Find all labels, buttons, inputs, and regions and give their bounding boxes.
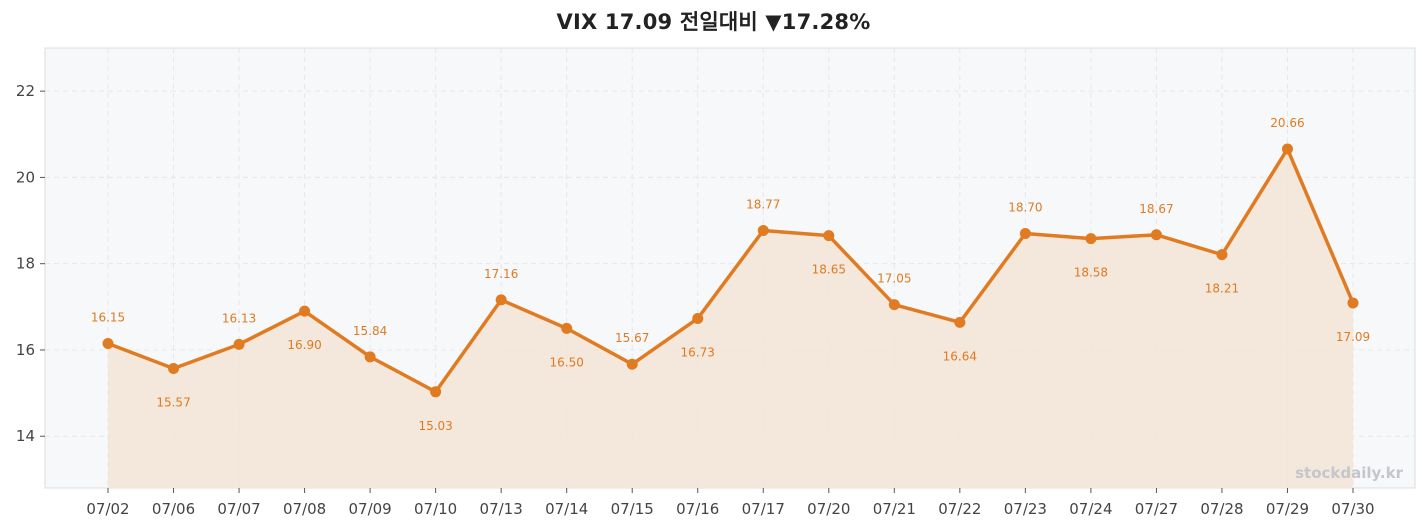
series-line (107, 147, 1355, 394)
x-tick-label-07-21: 07/21 (873, 500, 916, 518)
data-label-07-21: 17.05 (877, 272, 911, 286)
data-label-07-24: 18.58 (1074, 266, 1108, 280)
watermark-text: stockdaily.kr (1295, 464, 1403, 482)
data-label-07-20: 18.65 (812, 263, 846, 277)
x-tick-label-07-10: 07/10 (414, 500, 457, 518)
data-label-07-29: 20.66 (1270, 116, 1304, 130)
data-label-07-14: 16.50 (550, 355, 584, 369)
data-point-07-21 (888, 299, 900, 311)
data-point-07-15 (626, 358, 638, 370)
data-point-07-23 (1019, 227, 1031, 239)
x-tick-label-07-06: 07/06 (152, 500, 195, 518)
data-point-07-27 (1150, 229, 1162, 241)
data-points (102, 143, 1359, 398)
data-label-07-15: 15.67 (615, 331, 649, 345)
x-axis-ticks: 07/02 07/06 07/07 07/08 07/09 07/10 07/13 07/14… (86, 488, 1375, 518)
chart-title: VIX 17.09 전일대비 ▼17.28% (556, 10, 871, 34)
data-point-07-10 (430, 386, 442, 398)
data-label-07-22: 16.64 (943, 349, 977, 363)
data-label-07-06: 15.57 (156, 396, 190, 410)
data-point-07-20 (823, 230, 835, 242)
data-label-07-08: 16.90 (287, 338, 321, 352)
data-label-07-30: 17.09 (1336, 330, 1370, 344)
data-label-07-10: 15.03 (418, 419, 452, 433)
y-tick-label-4: 22 (16, 82, 35, 100)
data-point-07-14 (561, 322, 573, 334)
x-tick-label-07-07: 07/07 (217, 500, 260, 518)
data-label-07-17: 18.77 (746, 197, 780, 211)
data-label-07-07: 16.13 (222, 311, 256, 325)
data-point-07-02 (102, 337, 114, 349)
x-tick-label-07-29: 07/29 (1266, 500, 1309, 518)
area-fill (108, 148, 1353, 488)
y-tick-label-1: 16 (16, 341, 35, 359)
data-point-07-06 (168, 363, 180, 375)
x-tick-label-07-28: 07/28 (1200, 500, 1243, 518)
data-label-07-13: 17.16 (484, 267, 518, 281)
x-tick-label-07-14: 07/14 (545, 500, 588, 518)
data-point-07-09 (364, 351, 376, 363)
data-label-07-02: 16.15 (91, 310, 125, 324)
x-tick-label-07-27: 07/27 (1135, 500, 1178, 518)
data-label-07-09: 15.84 (353, 324, 387, 338)
x-tick-label-07-20: 07/20 (807, 500, 850, 518)
y-tick-label-0: 14 (16, 427, 35, 445)
x-tick-label-07-17: 07/17 (742, 500, 785, 518)
data-point-07-13 (495, 294, 507, 306)
data-labels: 16.15 15.57 16.13 16.90 15.84 15.03 17.16 16.50… (91, 116, 1370, 433)
x-tick-label-07-13: 07/13 (480, 500, 523, 518)
x-tick-label-07-15: 07/15 (611, 500, 654, 518)
data-point-07-08 (299, 305, 311, 317)
data-label-07-28: 18.21 (1205, 282, 1239, 296)
y-tick-label-3: 20 (16, 168, 35, 186)
x-tick-label-07-02: 07/02 (86, 500, 129, 518)
data-point-07-24 (1085, 233, 1097, 245)
data-label-07-27: 18.67 (1139, 202, 1173, 216)
x-tick-label-07-16: 07/16 (676, 500, 719, 518)
data-point-07-30 (1347, 297, 1359, 309)
x-tick-label-07-23: 07/23 (1004, 500, 1047, 518)
x-tick-label-07-09: 07/09 (348, 500, 391, 518)
x-tick-label-07-08: 07/08 (283, 500, 326, 518)
y-axis-ticks: 14 16 18 20 22 (16, 82, 45, 445)
x-tick-label-07-30: 07/30 (1331, 500, 1374, 518)
x-tick-label-07-22: 07/22 (938, 500, 981, 518)
data-label-07-23: 18.70 (1008, 200, 1042, 214)
data-point-07-28 (1216, 249, 1228, 261)
data-point-07-07 (233, 338, 245, 350)
data-point-07-22 (954, 316, 966, 328)
x-tick-label-07-24: 07/24 (1069, 500, 1112, 518)
data-point-07-29 (1281, 143, 1293, 155)
data-point-07-16 (692, 312, 704, 324)
data-label-07-16: 16.73 (681, 345, 715, 359)
data-point-07-17 (757, 224, 769, 236)
y-tick-label-2: 18 (16, 255, 35, 273)
